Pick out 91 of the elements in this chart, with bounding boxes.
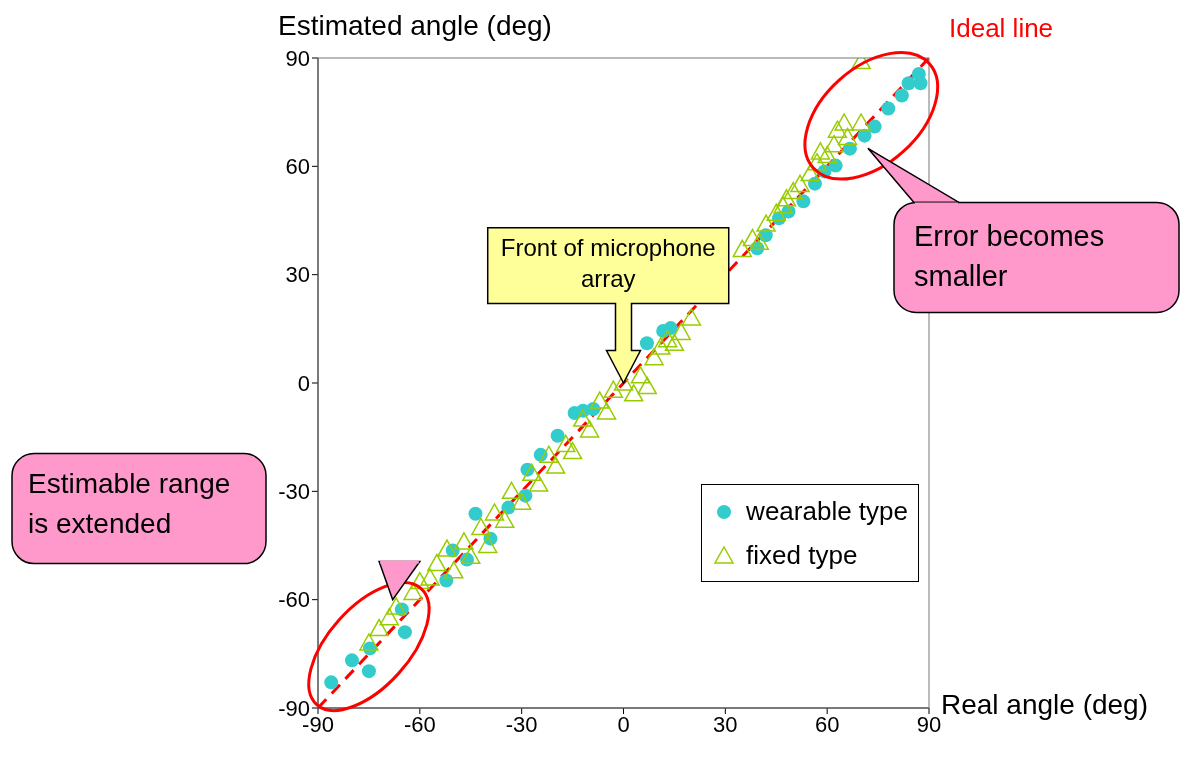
y-tick-label: -30: [278, 479, 310, 505]
point: [369, 618, 389, 637]
point: [494, 510, 515, 528]
y-tick-label: 30: [285, 262, 310, 288]
point: [545, 456, 566, 474]
point: [379, 607, 400, 626]
point: [397, 625, 412, 640]
legend-label: wearable type: [746, 495, 908, 529]
point: [901, 76, 916, 91]
point: [671, 322, 691, 341]
point: [386, 597, 406, 615]
point: [807, 152, 827, 171]
point: [749, 232, 770, 250]
point: [783, 181, 803, 200]
point: [867, 119, 882, 134]
point: [842, 141, 857, 156]
point: [420, 568, 440, 586]
point: [573, 409, 593, 427]
x-tick-label: 0: [617, 711, 630, 737]
point: [344, 653, 359, 668]
x-tick-label: 30: [713, 711, 738, 737]
point: [851, 113, 871, 131]
point: [824, 134, 844, 153]
point: [522, 463, 542, 482]
point: [623, 384, 644, 402]
point: [834, 113, 854, 131]
point: [800, 163, 820, 182]
point: [732, 239, 753, 258]
legend-label: fixed type: [746, 539, 858, 573]
point: [403, 582, 423, 601]
point: [766, 203, 786, 222]
point: [742, 228, 763, 247]
x-tick-label: -30: [505, 711, 538, 737]
point: [664, 333, 685, 352]
point: [756, 214, 776, 232]
point: [427, 553, 447, 572]
point: [468, 506, 483, 521]
point: [444, 561, 464, 579]
point: [539, 445, 559, 463]
x-tick-label: -60: [403, 711, 436, 737]
x-tick-label: 60: [814, 711, 840, 737]
point: [324, 675, 339, 690]
point: [651, 337, 671, 355]
point: [410, 571, 430, 590]
point: [817, 145, 837, 164]
point: [790, 174, 810, 193]
point: [773, 196, 793, 214]
y-tick-label: 90: [285, 45, 310, 71]
point: [639, 336, 654, 351]
point: [657, 329, 678, 348]
point: [894, 88, 909, 103]
point: [556, 434, 576, 453]
point: [776, 189, 797, 207]
point: [589, 391, 610, 409]
point: [603, 380, 624, 398]
annotation: Error becomes smaller: [914, 219, 1106, 295]
point: [471, 517, 491, 536]
point: [454, 532, 474, 550]
point: [562, 441, 583, 460]
point: [477, 535, 498, 554]
text: Estimable range is extended: [28, 466, 232, 541]
point: [361, 664, 376, 679]
point: [630, 366, 651, 384]
y-tick-label: 60: [285, 154, 310, 180]
point: [511, 492, 532, 510]
point: [501, 481, 522, 500]
x-axis-title: Real angle (deg): [941, 688, 1150, 722]
y-tick-label: 0: [297, 370, 310, 396]
point: [637, 376, 658, 395]
y-tick-label: -60: [278, 587, 310, 613]
point: [796, 194, 811, 209]
point: [807, 176, 822, 191]
point: [881, 101, 896, 116]
series-label: Ideal line: [949, 13, 1054, 44]
point: [810, 142, 831, 160]
point: [596, 402, 617, 420]
point: [528, 474, 549, 492]
point: [913, 76, 928, 91]
point: [550, 428, 565, 443]
point: [579, 420, 600, 438]
x-tick-label: 90: [916, 711, 942, 737]
y-axis-title: Estimated angle (deg): [278, 10, 552, 42]
point: [644, 347, 664, 366]
point: [681, 308, 702, 326]
point: [461, 546, 481, 565]
point: [484, 503, 505, 521]
point: [837, 127, 858, 146]
point: [827, 120, 848, 138]
annotation: Front of microphone array: [499, 232, 717, 294]
point: [437, 539, 457, 557]
point: [359, 633, 379, 651]
